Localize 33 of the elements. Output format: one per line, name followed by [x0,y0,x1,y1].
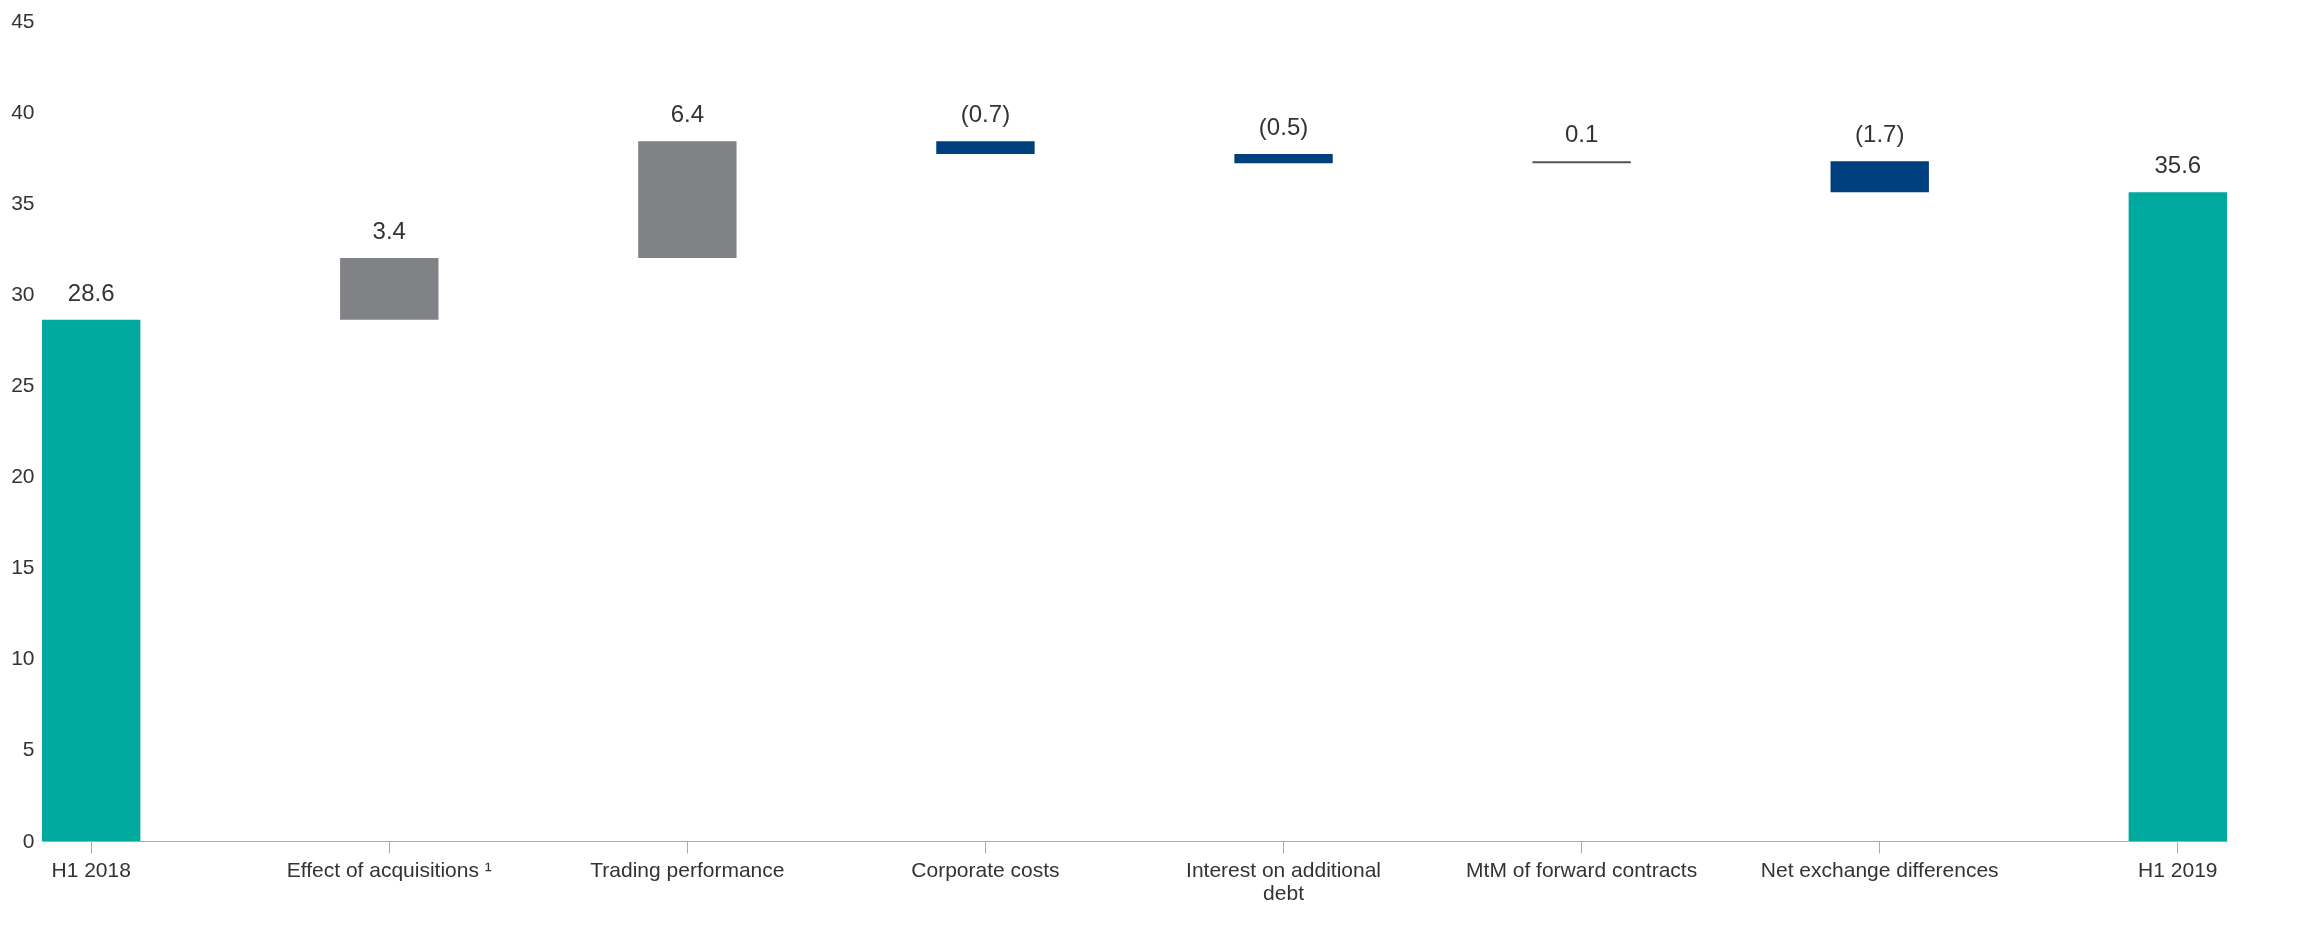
y-tick-label: 45 [11,8,35,32]
x-tick-label: Corporate costs [911,857,1060,881]
x-tick-label: Trading performance [590,857,785,881]
y-tick-label: 0 [22,828,35,852]
x-tick-label: H1 2018 [51,857,131,881]
data-label: (0.5) [1258,113,1309,141]
data-label: 0.1 [1564,120,1599,148]
data-label: 28.6 [67,278,115,306]
data-label: (0.7) [960,100,1011,128]
bar [638,141,737,258]
x-tick-label: H1 2019 [2138,857,2218,881]
x-tick-label: Effect of acquisitions ¹ [286,857,492,881]
y-tick-label: 40 [11,99,35,123]
data-label: 35.6 [2154,151,2202,179]
bar [1234,154,1333,164]
y-tick-label: 30 [11,281,35,305]
data-label: (1.7) [1855,120,1905,148]
bar [42,319,141,841]
x-tick-label: Net exchange differences [1760,857,1999,881]
y-tick-label: 10 [11,646,35,670]
bar [936,141,1035,155]
bar [2128,192,2227,841]
y-tick-label: 20 [11,464,35,488]
x-tick-label: Interest on additional debt [1186,857,1382,904]
bar [1830,161,1929,193]
y-tick-label: 35 [11,190,35,214]
y-tick-label: 15 [11,555,35,579]
y-tick-label: 25 [11,372,35,396]
bar [340,257,439,320]
y-tick-label: 5 [22,737,35,761]
data-label: 3.4 [372,216,406,244]
x-tick-label: MtM of forward contracts [1466,857,1698,881]
data-label: 6.4 [670,100,705,128]
